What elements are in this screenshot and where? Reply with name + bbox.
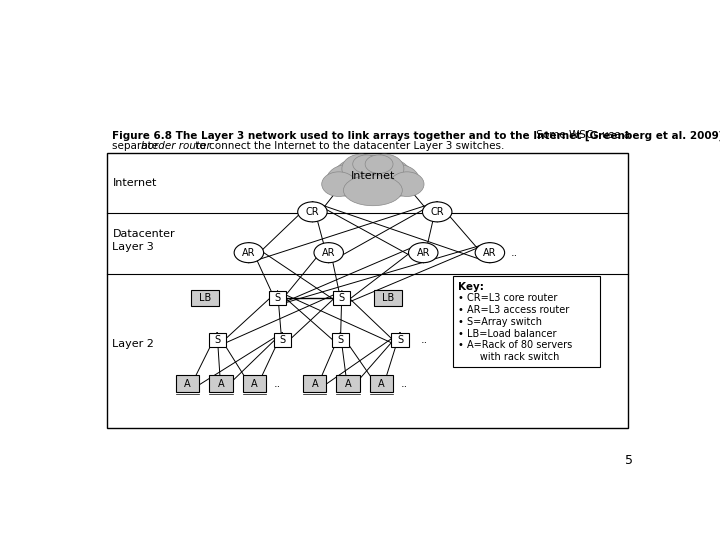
Ellipse shape [322,172,356,197]
Text: Internet: Internet [351,171,395,181]
Ellipse shape [326,164,373,197]
Text: separate: separate [112,141,161,151]
FancyBboxPatch shape [332,333,349,347]
Text: A: A [251,379,258,389]
Text: AR: AR [416,248,430,258]
Text: ..: .. [401,379,408,389]
Text: S: S [337,335,343,345]
Text: Some WSCs use a: Some WSCs use a [533,130,630,140]
Text: AR: AR [242,248,256,258]
FancyBboxPatch shape [107,153,628,428]
Ellipse shape [390,172,424,197]
Text: • A=Rack of 80 servers: • A=Rack of 80 servers [458,340,572,350]
Text: AR: AR [322,248,336,258]
Text: ..: .. [274,379,281,389]
Text: S: S [274,293,281,303]
FancyBboxPatch shape [374,291,402,306]
Ellipse shape [373,164,419,197]
Text: LB: LB [199,293,211,303]
FancyBboxPatch shape [274,333,291,347]
Text: S: S [214,335,220,345]
FancyBboxPatch shape [191,291,219,306]
Text: border router: border router [141,141,211,151]
FancyBboxPatch shape [243,375,266,392]
Text: CR: CR [431,207,444,217]
Text: ..: .. [421,335,428,345]
Text: LB: LB [382,293,395,303]
Text: Figure 6.8 The Layer 3 network used to link arrays together and to the Internet : Figure 6.8 The Layer 3 network used to l… [112,130,720,140]
Ellipse shape [234,242,264,262]
Ellipse shape [342,154,381,184]
Text: AR: AR [483,248,497,258]
Ellipse shape [408,242,438,262]
Text: ..: .. [510,248,518,258]
Text: A: A [345,379,351,389]
Ellipse shape [343,175,402,206]
Ellipse shape [423,202,452,222]
FancyBboxPatch shape [370,375,393,392]
Text: A: A [217,379,225,389]
Text: • CR=L3 core router: • CR=L3 core router [458,293,557,303]
Ellipse shape [365,155,393,173]
Ellipse shape [365,154,404,184]
FancyBboxPatch shape [176,375,199,392]
Text: • S=Array switch: • S=Array switch [458,316,542,327]
Ellipse shape [333,155,413,201]
Ellipse shape [353,155,381,173]
Text: A: A [378,379,384,389]
Text: Layer 2: Layer 2 [112,339,154,348]
Text: CR: CR [305,207,319,217]
Text: Datacenter
Layer 3: Datacenter Layer 3 [112,229,175,252]
Text: Internet: Internet [112,178,157,187]
Ellipse shape [475,242,505,262]
Text: S: S [339,293,345,303]
FancyBboxPatch shape [392,333,408,347]
Text: • AR=L3 access router: • AR=L3 access router [458,305,570,315]
Text: to connect the Internet to the datacenter Layer 3 switches.: to connect the Internet to the datacente… [192,141,504,151]
FancyBboxPatch shape [269,291,286,305]
FancyBboxPatch shape [333,291,351,305]
Text: Key:: Key: [458,282,484,292]
FancyBboxPatch shape [303,375,326,392]
Text: 5: 5 [624,454,632,467]
Ellipse shape [314,242,343,262]
FancyBboxPatch shape [336,375,360,392]
Text: with rack switch: with rack switch [458,353,559,362]
Ellipse shape [297,202,327,222]
FancyBboxPatch shape [453,276,600,367]
Text: • LB=Load balancer: • LB=Load balancer [458,328,557,339]
FancyBboxPatch shape [210,375,233,392]
Text: A: A [312,379,318,389]
Text: S: S [279,335,285,345]
FancyBboxPatch shape [209,333,225,347]
Text: A: A [184,379,191,389]
Text: S: S [397,335,403,345]
